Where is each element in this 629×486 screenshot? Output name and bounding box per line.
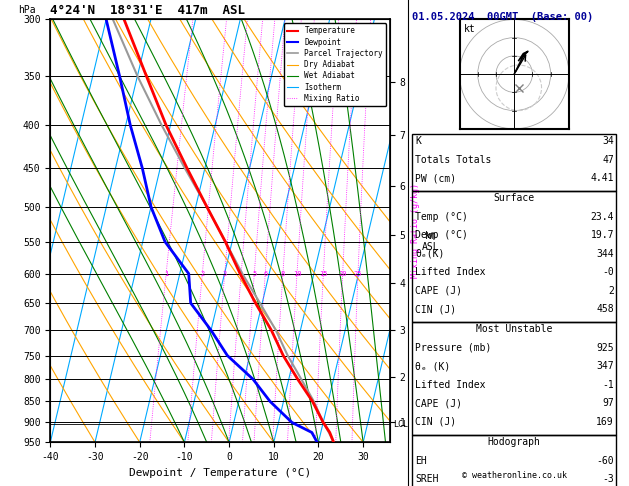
Text: © weatheronline.co.uk: © weatheronline.co.uk bbox=[462, 471, 567, 480]
Text: 925: 925 bbox=[596, 343, 614, 353]
Text: 23.4: 23.4 bbox=[591, 212, 614, 222]
Text: 2: 2 bbox=[200, 271, 204, 277]
Text: 3: 3 bbox=[223, 271, 227, 277]
Text: Surface: Surface bbox=[494, 193, 535, 203]
Text: 47: 47 bbox=[602, 155, 614, 165]
Text: kt: kt bbox=[464, 24, 476, 34]
Text: 4: 4 bbox=[239, 271, 243, 277]
Text: θₑ (K): θₑ (K) bbox=[415, 362, 450, 371]
Text: -3: -3 bbox=[602, 474, 614, 484]
Text: K: K bbox=[415, 136, 421, 146]
Text: Mixing Ratio (g/kg): Mixing Ratio (g/kg) bbox=[411, 183, 420, 278]
Text: Lifted Index: Lifted Index bbox=[415, 380, 486, 390]
Text: 5: 5 bbox=[252, 271, 257, 277]
Text: 34: 34 bbox=[602, 136, 614, 146]
Text: 15: 15 bbox=[319, 271, 328, 277]
Text: SREH: SREH bbox=[415, 474, 438, 484]
Text: Pressure (mb): Pressure (mb) bbox=[415, 343, 491, 353]
Text: EH: EH bbox=[415, 455, 427, 466]
Text: 6: 6 bbox=[263, 271, 267, 277]
Text: Most Unstable: Most Unstable bbox=[476, 325, 552, 334]
Text: 20: 20 bbox=[338, 271, 347, 277]
Text: 458: 458 bbox=[596, 304, 614, 314]
Text: -60: -60 bbox=[596, 455, 614, 466]
Text: CIN (J): CIN (J) bbox=[415, 304, 456, 314]
Legend: Temperature, Dewpoint, Parcel Trajectory, Dry Adiabat, Wet Adiabat, Isotherm, Mi: Temperature, Dewpoint, Parcel Trajectory… bbox=[284, 23, 386, 106]
Text: 10: 10 bbox=[292, 271, 301, 277]
Text: 01.05.2024  00GMT  (Base: 00): 01.05.2024 00GMT (Base: 00) bbox=[412, 12, 593, 22]
Text: 4°24'N  18°31'E  417m  ASL: 4°24'N 18°31'E 417m ASL bbox=[50, 4, 245, 17]
Text: Temp (°C): Temp (°C) bbox=[415, 212, 468, 222]
Y-axis label: hPa: hPa bbox=[18, 5, 35, 15]
Text: 25: 25 bbox=[353, 271, 362, 277]
Text: Totals Totals: Totals Totals bbox=[415, 155, 491, 165]
Text: CAPE (J): CAPE (J) bbox=[415, 399, 462, 408]
Text: CIN (J): CIN (J) bbox=[415, 417, 456, 427]
Text: -1: -1 bbox=[602, 380, 614, 390]
Text: Lifted Index: Lifted Index bbox=[415, 267, 486, 277]
X-axis label: Dewpoint / Temperature (°C): Dewpoint / Temperature (°C) bbox=[129, 468, 311, 478]
Text: -0: -0 bbox=[602, 267, 614, 277]
Text: 97: 97 bbox=[602, 399, 614, 408]
Text: 344: 344 bbox=[596, 249, 614, 259]
Text: LCL: LCL bbox=[393, 420, 408, 429]
Text: 1: 1 bbox=[164, 271, 169, 277]
Text: θₑ(K): θₑ(K) bbox=[415, 249, 445, 259]
Text: Hodograph: Hodograph bbox=[487, 437, 541, 447]
Text: 4.41: 4.41 bbox=[591, 173, 614, 183]
Text: 8: 8 bbox=[281, 271, 285, 277]
Y-axis label: km
ASL: km ASL bbox=[422, 231, 440, 252]
Text: 169: 169 bbox=[596, 417, 614, 427]
Text: 2: 2 bbox=[608, 286, 614, 295]
Text: 19.7: 19.7 bbox=[591, 230, 614, 240]
Text: Dewp (°C): Dewp (°C) bbox=[415, 230, 468, 240]
Text: 347: 347 bbox=[596, 362, 614, 371]
Text: CAPE (J): CAPE (J) bbox=[415, 286, 462, 295]
Text: PW (cm): PW (cm) bbox=[415, 173, 456, 183]
